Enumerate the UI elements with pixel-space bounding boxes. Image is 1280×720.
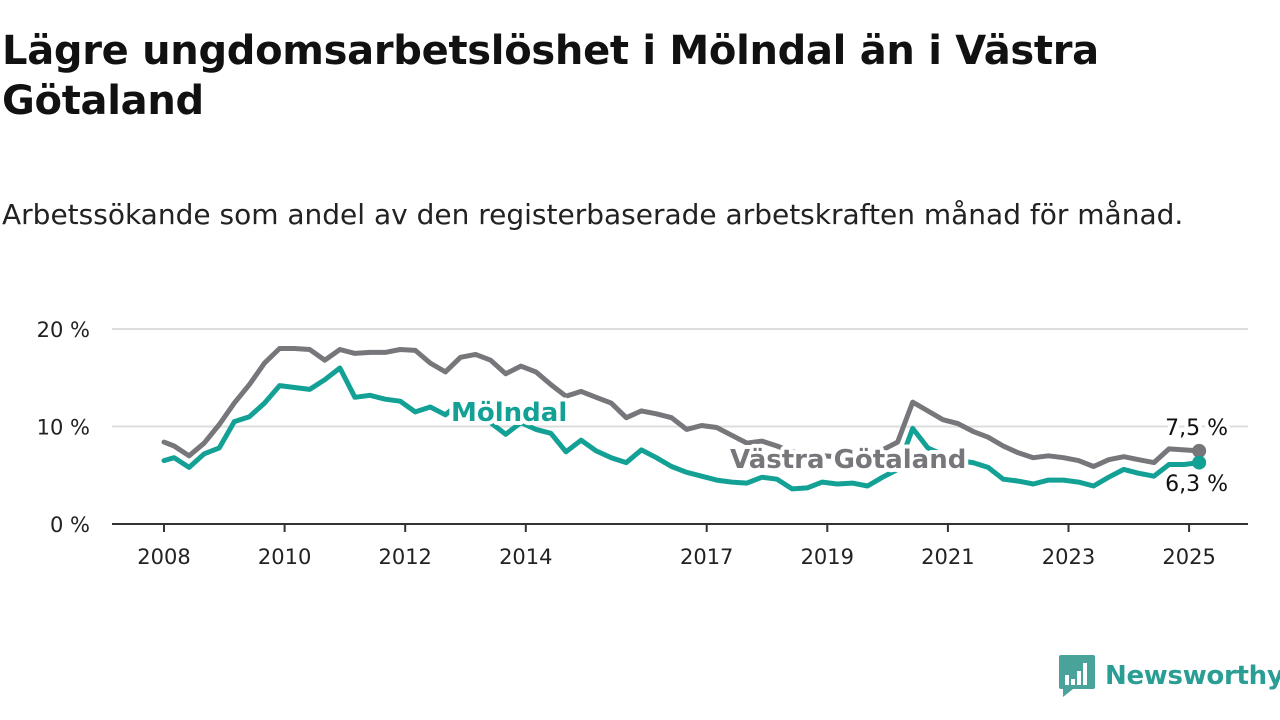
x-tick-label: 2017 [680,545,733,569]
chart-title: Lägre ungdomsarbetslöshet i Mölndal än i… [2,28,1099,124]
newsworthy-logo: Newsworthy [1059,655,1280,697]
y-tick-label: 20 % [37,318,90,342]
brand-name: Newsworthy [1105,661,1280,691]
series-lines [161,346,1202,492]
y-tick-label: 0 % [50,513,90,537]
x-tick-label: 2010 [258,545,311,569]
y-axis-ticks: 0 % 10 % 20 % [37,318,90,537]
molndal-label: Mölndal [451,398,567,428]
x-tick-label: 2025 [1162,545,1215,569]
x-tick-label: 2008 [137,545,190,569]
x-tick-label: 2021 [921,545,974,569]
x-tick-label: 2023 [1042,545,1095,569]
vastra-gotaland-line [161,346,1202,469]
gridlines [112,328,1248,428]
newsworthy-icon [1059,655,1095,697]
vastra-gotaland-end-value: 7,5 % [1165,416,1228,441]
molndal-end-value: 6,3 % [1165,472,1228,497]
x-tick-label: 2014 [499,545,552,569]
y-tick-label: 10 % [37,416,90,440]
x-tick-label: 2012 [378,545,431,569]
vastra-gotaland-end-dot [1192,443,1207,458]
molndal-line [161,365,1202,492]
vastra-gotaland-label: Västra Götaland [730,445,966,475]
molndal-end-dot [1192,455,1207,470]
series-labels: Mölndal Västra Götaland 7,5 % 6,3 % [447,394,1232,501]
line-chart: 0 % 10 % 20 % 2008 2010 2012 2014 2017 2019 2021… [37,318,1248,569]
x-tick-label: 2019 [801,545,854,569]
chart-subtitle: Arbetssökande som andel av den registerb… [2,198,1184,231]
x-axis-ticks: 2008 2010 2012 2014 2017 2019 2021 2023 2025 [137,524,1216,569]
